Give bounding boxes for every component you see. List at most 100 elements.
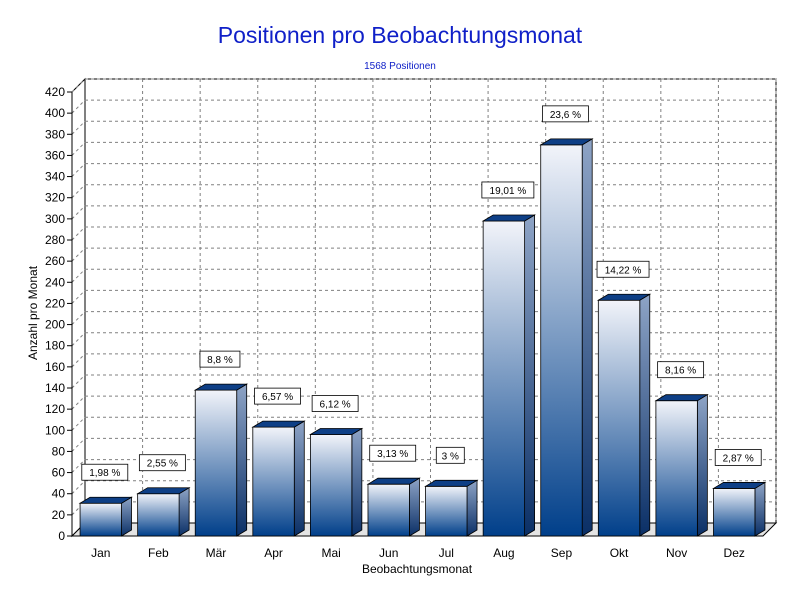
- data-label: 3,13 %: [377, 449, 408, 460]
- bar: [137, 493, 180, 537]
- bar-Aug: [481, 214, 537, 537]
- bar-top: [251, 420, 306, 428]
- y-tick-label: 160: [45, 360, 65, 374]
- data-label: 6,12 %: [320, 400, 351, 411]
- data-label-box: [714, 449, 762, 466]
- y-tick-label: 200: [45, 318, 65, 332]
- bar-top: [193, 383, 249, 391]
- data-label-box: [542, 105, 589, 123]
- data-label: 14,22 %: [605, 265, 642, 276]
- chart-subtitle: 1568 Positionen: [364, 61, 436, 72]
- bar-side: [466, 479, 478, 537]
- data-label-box: [369, 444, 417, 462]
- y-tick-label: 20: [52, 508, 66, 522]
- data-label-box: [481, 181, 535, 199]
- bar-Mär: [193, 383, 249, 537]
- bar-Jun: [366, 477, 421, 537]
- data-label-box: [596, 260, 650, 278]
- x-tick-label: Jul: [439, 546, 454, 560]
- bar-top: [539, 138, 594, 146]
- bar-side: [696, 393, 708, 537]
- data-label: 8,16 %: [665, 366, 696, 377]
- bar-side: [236, 383, 248, 537]
- data-label-Okt: 14,22 %: [596, 260, 650, 278]
- data-label: 6,57 %: [262, 392, 293, 403]
- bar: [482, 220, 526, 537]
- data-label: 23,6 %: [550, 110, 581, 121]
- bar: [309, 434, 353, 537]
- y-tick-label: 180: [45, 339, 65, 353]
- x-tick-label: Aug: [493, 546, 514, 560]
- data-label-Apr: 6,57 %: [254, 387, 301, 405]
- bar-top: [596, 293, 652, 301]
- bar-top: [136, 487, 191, 495]
- y-tick-label: 320: [45, 191, 65, 205]
- data-label-Nov: 8,16 %: [657, 361, 705, 379]
- bar-top: [654, 394, 709, 402]
- data-label-Sep: 23,6 %: [542, 105, 589, 123]
- y-tick-label: 300: [45, 212, 65, 226]
- data-label: 2,87 %: [723, 453, 754, 464]
- bar: [655, 400, 698, 537]
- bar-Apr: [251, 420, 306, 537]
- bar-Sep: [539, 138, 594, 537]
- bar-Okt: [596, 293, 652, 537]
- bar-side: [178, 487, 190, 537]
- bar-top: [366, 477, 421, 485]
- data-label-Jan: 1,98 %: [81, 463, 129, 481]
- data-label-Jun: 3,13 %: [369, 444, 417, 462]
- bar-side: [351, 427, 363, 537]
- bar-Mai: [308, 427, 364, 537]
- data-label-box: [657, 361, 705, 379]
- data-label-box: [435, 446, 465, 464]
- x-tick-label: Dez: [724, 546, 745, 560]
- bar: [79, 502, 122, 537]
- y-tick-label: 340: [45, 170, 65, 184]
- x-tick-label: Nov: [666, 546, 687, 560]
- y-tick-label: 80: [52, 444, 66, 458]
- axes: [71, 92, 763, 537]
- bar-top: [481, 214, 537, 222]
- bar-Jul: [424, 479, 479, 537]
- y-tick-label: 240: [45, 275, 65, 289]
- data-label-Dez: 2,87 %: [714, 449, 762, 466]
- x-tick-label: Mär: [206, 546, 227, 560]
- x-tick-label: Mai: [321, 546, 340, 560]
- y-tick-label: 420: [45, 85, 65, 99]
- x-tick-label: Sep: [551, 546, 573, 560]
- data-label-box: [81, 463, 129, 481]
- y-tick-label: 280: [45, 233, 65, 247]
- data-label: 19,01 %: [490, 186, 527, 197]
- y-tick-label: 400: [45, 106, 65, 120]
- y-tick-label: 380: [45, 127, 65, 141]
- bar-top: [78, 496, 133, 504]
- bar-side: [639, 293, 651, 537]
- bar: [540, 144, 583, 537]
- y-tick-label: 260: [45, 254, 65, 268]
- bar-side: [754, 481, 766, 537]
- bar-side: [581, 138, 593, 537]
- tick-labels: 0 20 40 60 80 100 120 140 160 180 200 220 240 260 280 3…: [45, 85, 745, 560]
- bar-side: [409, 477, 420, 537]
- data-label: 8,8 %: [207, 355, 233, 366]
- y-tick-label: 40: [52, 487, 66, 501]
- data-label-Mai: 6,12 %: [311, 395, 359, 412]
- bar-side: [121, 496, 132, 537]
- y-tick-label: 60: [52, 466, 66, 480]
- data-label-Jul: 3 %: [435, 446, 465, 464]
- y-tick-label: 100: [45, 423, 65, 437]
- data-label-box: [199, 350, 241, 368]
- bar-top: [308, 428, 364, 435]
- data-label: 3 %: [442, 451, 459, 462]
- bar-side: [293, 420, 305, 537]
- y-tick-label: 360: [45, 148, 65, 162]
- bar: [252, 426, 295, 537]
- x-axis-title: Beobachtungsmonat: [362, 562, 473, 576]
- bar: [425, 485, 468, 537]
- bar: [597, 299, 641, 537]
- data-label-Aug: 19,01 %: [481, 181, 535, 199]
- data-label-Feb: 2,55 %: [138, 454, 186, 472]
- chart-title: Positionen pro Beobachtungsmonat: [217, 22, 583, 48]
- bar-Dez: [712, 481, 767, 537]
